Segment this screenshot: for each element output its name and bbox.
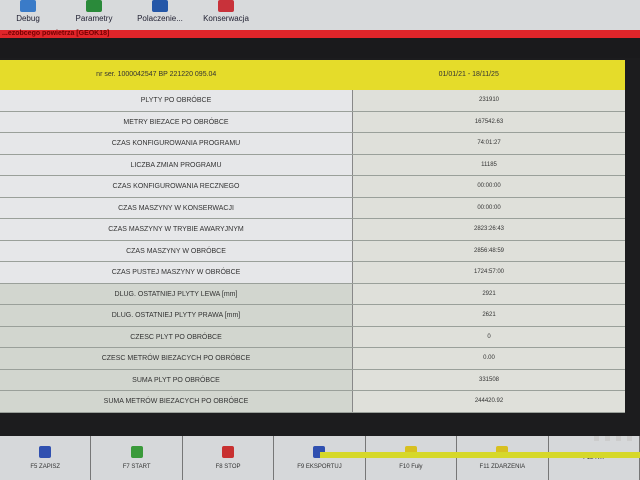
- toolbar-icon: [20, 0, 36, 12]
- row-label: LICZBA ZMIAN PROGRAMU: [0, 154, 353, 175]
- function-button-label: F11 ZDARZENIA: [479, 464, 526, 470]
- table-row: CZAS MASZYNY W TRYBIE AWARYJNYM 2823:26:4…: [0, 219, 625, 241]
- toolbar-icon: [218, 0, 234, 12]
- row-value: 231910: [353, 90, 625, 111]
- row-value: 2823:26:43: [353, 219, 625, 240]
- row-value: 2856:48:59: [353, 240, 625, 261]
- save-icon: [39, 446, 52, 458]
- row-value: 2921: [353, 283, 625, 304]
- row-label: CZAS MASZYNY W KONSERWACJI: [0, 197, 353, 218]
- table-row: CZESC METRÓW BIEZACYCH PO OBRÓBCE 0.00: [0, 348, 625, 370]
- row-label: DLUG. OSTATNIEJ PLYTY LEWA [mm]: [0, 283, 353, 304]
- row-value: 1724:57:00: [353, 262, 625, 283]
- row-label: SUMA PLYT PO OBRÓBCE: [0, 369, 353, 390]
- row-value: 0.00: [353, 348, 625, 369]
- toolbar-icon: [86, 0, 102, 12]
- table-row: CZAS MASZYNY W KONSERWACJI 00:00:00: [0, 197, 625, 219]
- toolbar-label: Parametry: [75, 14, 113, 23]
- row-value: 74:01:27: [353, 133, 625, 154]
- toolbar-icon: [152, 0, 168, 12]
- black-band: [0, 38, 640, 58]
- table-row: SUMA PLYT PO OBRÓBCE 331508: [0, 369, 625, 391]
- row-label: CZESC PLYT PO OBRÓBCE: [0, 326, 353, 347]
- row-label: CZAS KONFIGUROWANIA PROGRAMU: [0, 133, 353, 154]
- function-button-label: F12 R...: [583, 455, 605, 461]
- row-label: CZAS PUSTEJ MASZYNY W OBRÓBCE: [0, 262, 353, 283]
- function-button[interactable]: F9 EKSPORTUJ: [274, 436, 366, 480]
- row-label: CZAS MASZYNY W TRYBIE AWARYJNYM: [0, 219, 353, 240]
- function-button[interactable]: F8 STOP: [182, 436, 275, 480]
- row-value: 331508: [353, 369, 625, 390]
- table-row: CZAS KONFIGUROWANIA RECZNEGO 00:00:00: [0, 176, 625, 198]
- toolbar-button[interactable]: Konserwacja: [200, 0, 252, 30]
- row-value: 00:00:00: [353, 197, 625, 218]
- table-row: LICZBA ZMIAN PROGRAMU 11185: [0, 154, 625, 176]
- toolbar-label: Debug: [16, 14, 40, 23]
- toolbar-label: Polaczenie...: [137, 14, 183, 23]
- table-row: SUMA METRÓW BIEZACYCH PO OBRÓBCE 244420.9…: [0, 391, 625, 413]
- yellow-strip: [320, 452, 640, 458]
- row-label: SUMA METRÓW BIEZACYCH PO OBRÓBCE: [0, 391, 353, 412]
- function-key-bar: F5 ZAPISZ F7 START F8 STOP F9 EKSPORTUJ F10 …: [0, 418, 640, 480]
- table-row: CZAS PUSTEJ MASZYNY W OBRÓBCE 1724:57:00: [0, 262, 625, 284]
- row-label: DLUG. OSTATNIEJ PLYTY PRAWA [mm]: [0, 305, 353, 326]
- toolbar-button[interactable]: Polaczenie...: [134, 0, 186, 30]
- table-row: METRY BIEZACE PO OBRÓBCE 167542.63: [0, 111, 625, 133]
- function-button-label: F7 START: [122, 464, 151, 470]
- tray-icon[interactable]: [627, 436, 632, 441]
- function-button[interactable]: F10 Fuły: [365, 436, 458, 480]
- table-row: DLUG. OSTATNIEJ PLYTY PRAWA [mm] 2621: [0, 305, 625, 327]
- row-value: 00:00:00: [353, 176, 625, 197]
- stats-table: nr ser. 1000042547 BP 221220 095.04 01/0…: [0, 60, 625, 413]
- row-label: CZESC METRÓW BIEZACYCH PO OBRÓBCE: [0, 348, 353, 369]
- row-label: PLYTY PO OBRÓBCE: [0, 90, 353, 111]
- table-header: nr ser. 1000042547 BP 221220 095.04 01/0…: [0, 60, 625, 90]
- function-button-label: F5 ZAPISZ: [30, 464, 61, 470]
- function-button-label: F9 EKSPORTUJ: [297, 464, 342, 470]
- serial-number: nr ser. 1000042547 BP 221220 095.04: [96, 71, 217, 78]
- function-button[interactable]: F7 START: [91, 436, 183, 480]
- tray-icon[interactable]: [594, 436, 599, 441]
- table-row: DLUG. OSTATNIEJ PLYTY LEWA [mm] 2921: [0, 283, 625, 305]
- toolbar-button[interactable]: Debug: [2, 0, 54, 30]
- row-label: CZAS KONFIGUROWANIA RECZNEGO: [0, 176, 353, 197]
- toolbar-label: Konserwacja: [203, 14, 249, 23]
- stop-icon: [222, 446, 235, 458]
- row-value: 2621: [353, 305, 625, 326]
- table-row: CZAS MASZYNY W OBRÓBCE 2856:48:59: [0, 240, 625, 262]
- function-button[interactable]: F11 ZDARZENIA: [457, 436, 549, 480]
- table-row: CZESC PLYT PO OBRÓBCE 0: [0, 326, 625, 348]
- table-row: PLYTY PO OBRÓBCE 231910: [0, 90, 625, 112]
- table-row: CZAS KONFIGUROWANIA PROGRAMU 74:01:27: [0, 133, 625, 155]
- window-title: ...ezobcego powietrza [GEOK18]: [0, 30, 640, 38]
- function-button-label: F8 STOP: [215, 464, 241, 470]
- row-value: 244420.92: [353, 391, 625, 412]
- toolbar: Debug Parametry Polaczenie... Konserwacja: [0, 0, 640, 30]
- function-button-label: F10 Fuły: [399, 464, 423, 470]
- tray-icon[interactable]: [605, 436, 610, 441]
- system-tray: [594, 436, 632, 441]
- toolbar-button[interactable]: Parametry: [68, 0, 120, 30]
- row-value: 0: [353, 326, 625, 347]
- row-label: METRY BIEZACE PO OBRÓBCE: [0, 111, 353, 132]
- tray-icon[interactable]: [616, 436, 621, 441]
- function-button[interactable]: F5 ZAPISZ: [0, 436, 92, 480]
- row-value: 11185: [353, 154, 625, 175]
- row-label: CZAS MASZYNY W OBRÓBCE: [0, 240, 353, 261]
- row-value: 167542.63: [353, 111, 625, 132]
- arrow-right-icon: [130, 446, 143, 458]
- date-range: 01/01/21 - 18/11/25: [438, 71, 499, 78]
- function-button[interactable]: F12 R...: [548, 436, 640, 480]
